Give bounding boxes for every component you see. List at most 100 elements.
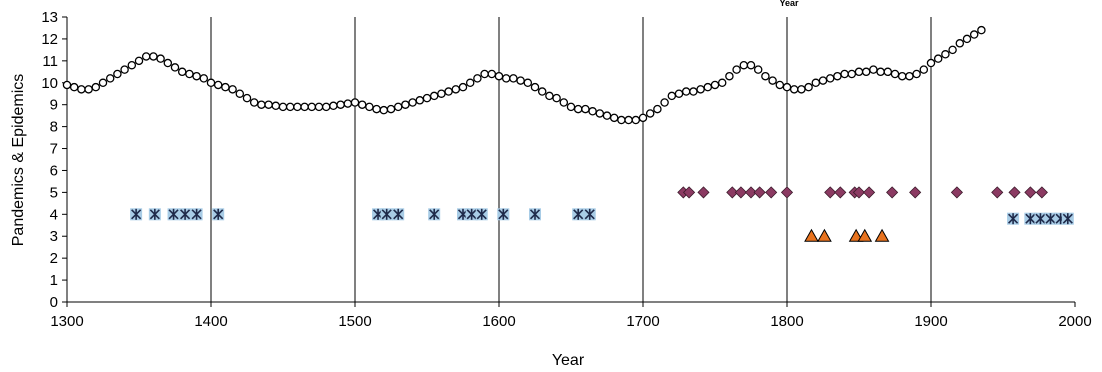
x-tick-label: 1300 bbox=[50, 313, 83, 330]
open-circle-point bbox=[84, 85, 93, 94]
y-tick-label: 2 bbox=[50, 250, 58, 267]
open-circle-point bbox=[782, 82, 792, 92]
open-circle-point bbox=[242, 93, 252, 103]
open-circle-point bbox=[710, 80, 720, 90]
open-circle-point bbox=[609, 113, 619, 123]
open-circle-point bbox=[948, 45, 957, 55]
diamond-point bbox=[744, 186, 758, 199]
open-circle-point bbox=[357, 100, 367, 109]
open-circle-point bbox=[566, 102, 576, 112]
y-tick-label: 5 bbox=[50, 184, 58, 201]
open-circle-point bbox=[185, 69, 194, 79]
asterisk-point bbox=[1007, 212, 1020, 225]
open-circle-point bbox=[667, 91, 677, 101]
open-circle-point bbox=[977, 25, 986, 35]
open-circle-point bbox=[761, 71, 770, 81]
open-circle-point bbox=[386, 104, 396, 114]
gridlines bbox=[210, 17, 932, 302]
asterisk-point bbox=[190, 208, 203, 221]
open-circle-point bbox=[840, 69, 849, 79]
open-circle-point bbox=[861, 67, 871, 77]
open-circle-point bbox=[883, 67, 893, 77]
open-circle-point bbox=[458, 82, 468, 92]
data-marks bbox=[62, 25, 1074, 242]
open-circle-point bbox=[149, 52, 158, 61]
diamond-point bbox=[1008, 186, 1021, 199]
open-circle-point bbox=[213, 80, 223, 90]
open-circle-point bbox=[645, 109, 655, 118]
open-circle-point bbox=[271, 101, 281, 111]
open-circle-point bbox=[876, 67, 885, 77]
open-circle-point bbox=[631, 115, 641, 125]
open-circle-point bbox=[818, 76, 828, 85]
diamond-point bbox=[697, 186, 710, 199]
open-circle-point bbox=[300, 102, 309, 112]
x-tick-label: 1700 bbox=[626, 313, 659, 330]
y-tick-label: 9 bbox=[50, 97, 58, 114]
diamond-point bbox=[863, 186, 876, 199]
asterisk-point bbox=[392, 208, 405, 221]
open-circle-point bbox=[228, 85, 237, 94]
open-circle-point bbox=[552, 93, 561, 103]
open-circle-point bbox=[689, 87, 698, 96]
open-circle-point bbox=[199, 74, 209, 83]
asterisk-point bbox=[1044, 212, 1057, 225]
y-tick-label: 6 bbox=[50, 162, 58, 179]
diamond-point bbox=[824, 186, 837, 199]
x-axis-title: Year bbox=[552, 352, 585, 369]
open-circle-point bbox=[408, 98, 417, 107]
asterisk-point bbox=[167, 208, 180, 221]
asterisk-point bbox=[475, 208, 488, 221]
open-circle-point bbox=[177, 67, 187, 77]
y-tick-label: 10 bbox=[41, 75, 58, 92]
open-circle-point bbox=[833, 71, 842, 81]
open-circle-point bbox=[624, 115, 633, 125]
x-tick-label: 1500 bbox=[338, 313, 371, 330]
open-circle-point bbox=[955, 39, 965, 48]
x-tick-label: 1400 bbox=[194, 313, 227, 330]
open-circle-point bbox=[221, 82, 230, 92]
open-circle-point bbox=[825, 74, 835, 83]
y-tick-label: 4 bbox=[50, 206, 58, 223]
open-circle-point bbox=[890, 69, 900, 79]
triangle-point bbox=[817, 228, 832, 242]
asterisk-point bbox=[1061, 212, 1074, 225]
open-circle-point bbox=[804, 82, 813, 92]
open-circle-point bbox=[192, 71, 201, 81]
open-circle-point bbox=[473, 74, 482, 83]
diamond-point bbox=[1024, 186, 1037, 199]
diamond-point bbox=[991, 186, 1004, 199]
open-circle-point bbox=[725, 71, 734, 81]
open-circle-point bbox=[545, 91, 554, 101]
diamond-point bbox=[683, 186, 696, 199]
open-circle-point bbox=[703, 82, 713, 92]
open-circle-point bbox=[602, 111, 612, 120]
diamond-point bbox=[765, 186, 778, 199]
open-circle-point bbox=[537, 87, 547, 96]
open-circle-point bbox=[134, 56, 144, 66]
y-tick-label: 13 bbox=[41, 9, 58, 26]
triangle-point bbox=[874, 228, 890, 242]
open-circle-point bbox=[739, 60, 749, 70]
open-circle-point bbox=[732, 65, 741, 74]
open-circle-point bbox=[588, 107, 597, 116]
open-circle-point bbox=[926, 58, 936, 68]
open-circle-point bbox=[163, 58, 173, 68]
open-circle-point bbox=[120, 65, 129, 74]
asterisk-point bbox=[465, 208, 478, 221]
x-tick-label: 1600 bbox=[482, 313, 515, 330]
diamond-point bbox=[852, 186, 866, 199]
asterisk-point bbox=[380, 208, 393, 221]
open-circle-point bbox=[264, 100, 273, 109]
open-circle-point bbox=[768, 76, 777, 85]
asterisk-point bbox=[583, 208, 596, 221]
open-circle-point bbox=[696, 85, 705, 94]
open-circle-point bbox=[912, 69, 921, 79]
open-circle-point bbox=[523, 78, 533, 88]
open-circle-point bbox=[919, 65, 929, 74]
open-circle-point bbox=[278, 102, 288, 112]
open-circle-point bbox=[530, 82, 540, 92]
open-circle-point bbox=[595, 109, 605, 118]
